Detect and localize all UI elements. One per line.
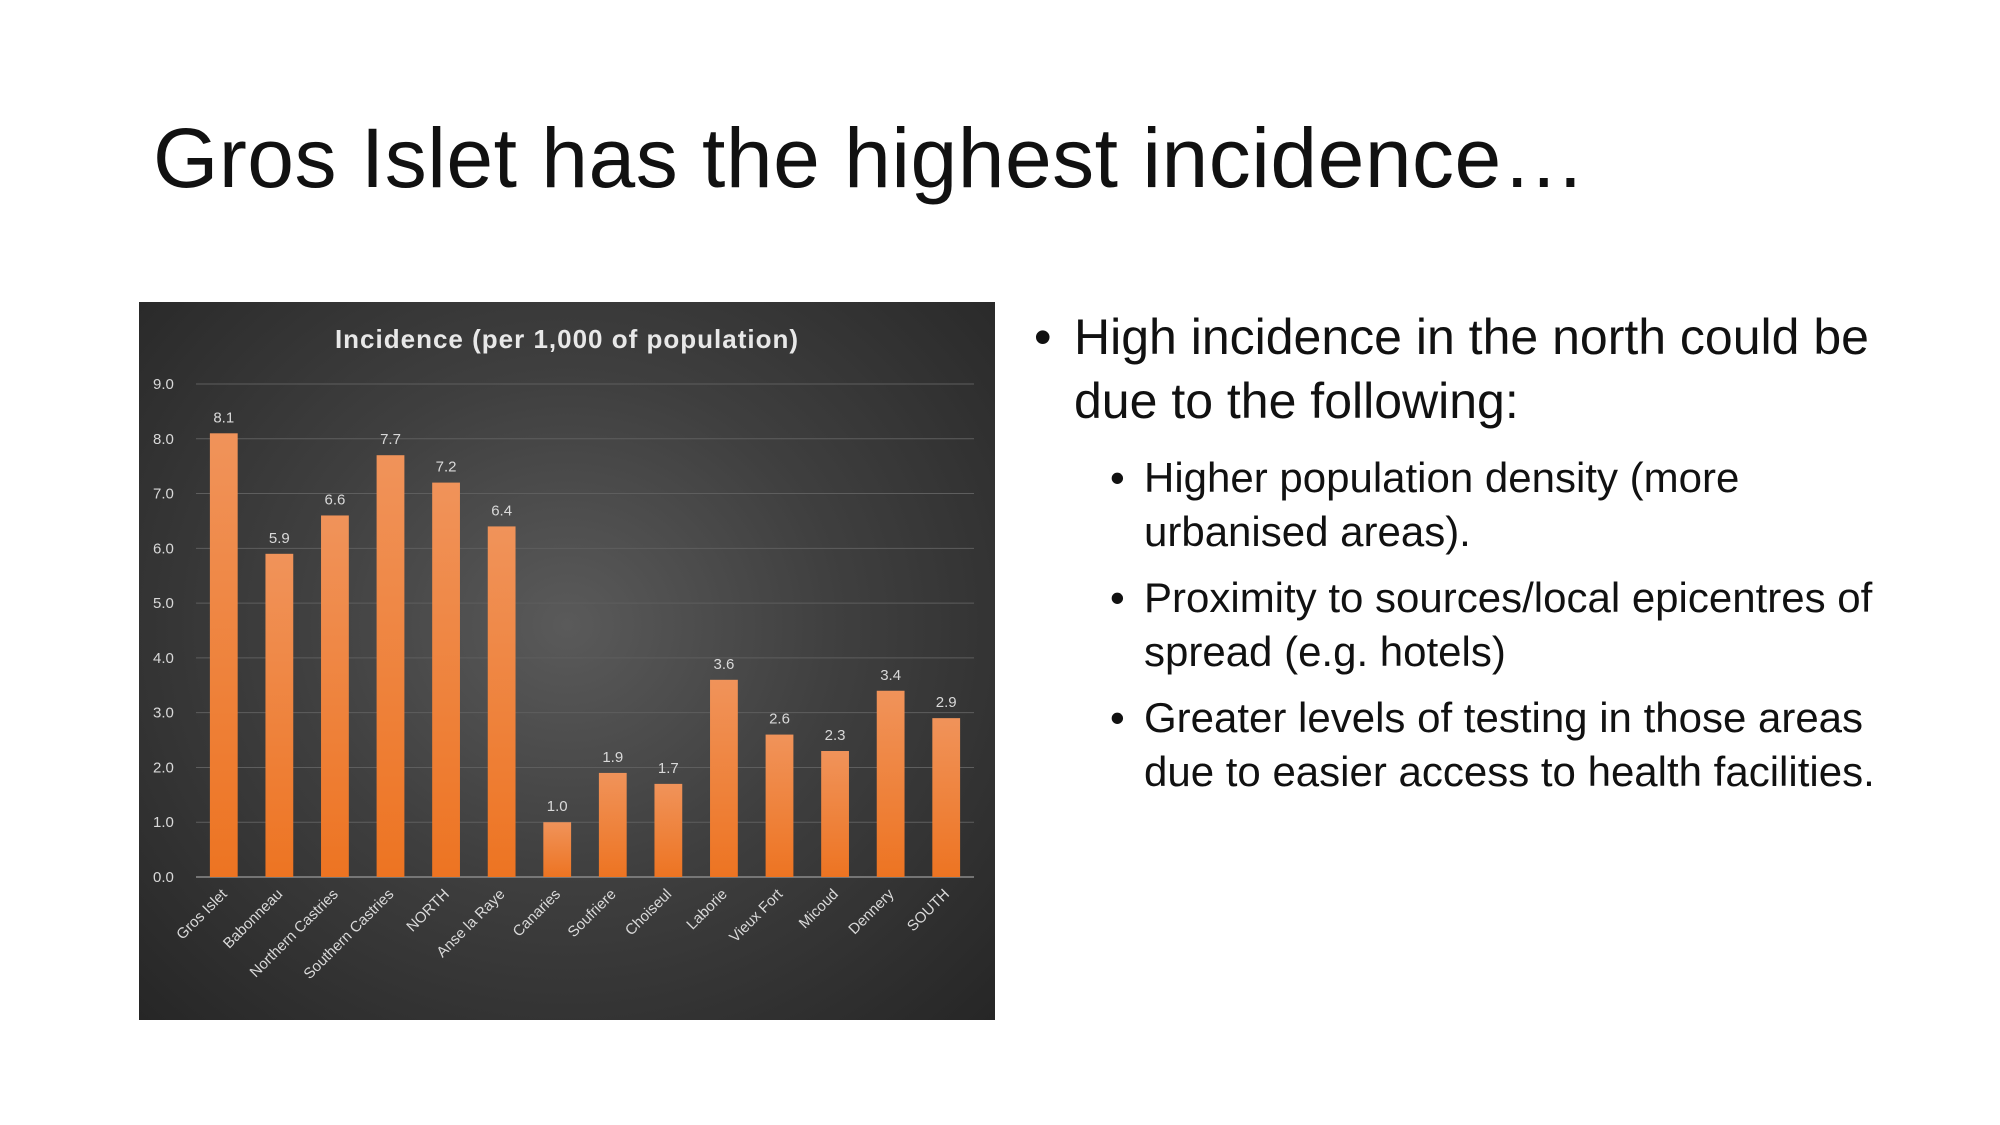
bar [654, 783, 683, 877]
y-tick-label: 6.0 [153, 540, 174, 557]
data-label: 1.0 [547, 798, 568, 815]
bar [543, 822, 572, 877]
x-tick-label: Choiseul [622, 886, 675, 939]
y-tick-label: 8.0 [153, 431, 174, 448]
sub-bullet-text: Higher population density (more urbanise… [1144, 454, 1740, 555]
bar [321, 515, 349, 877]
y-tick-label: 1.0 [153, 814, 174, 831]
sub-bullet: • Higher population density (more urbani… [1106, 451, 1930, 559]
data-label: 2.3 [825, 727, 846, 744]
bar [376, 455, 405, 877]
sub-bullet: • Proximity to sources/local epicentres … [1106, 571, 1930, 679]
bullet-dot-icon: • [1110, 574, 1125, 621]
bullet-dot-icon: • [1034, 309, 1052, 365]
y-tick-label: 5.0 [153, 595, 174, 612]
bar [710, 679, 738, 877]
data-label: 5.9 [269, 530, 290, 547]
bar [876, 690, 905, 877]
x-tick-label: NORTH [403, 886, 453, 936]
bar [821, 751, 849, 877]
sub-bullet-text: Greater levels of testing in those areas… [1144, 694, 1875, 795]
main-bullet-text: High incidence in the north could be due… [1074, 309, 1869, 429]
sub-bullet: • Greater levels of testing in those are… [1106, 691, 1930, 799]
data-label: 3.4 [880, 667, 901, 684]
slide-title: Gros Islet has the highest incidence… [153, 111, 1587, 205]
y-tick-label: 9.0 [153, 376, 174, 393]
x-tick-label: Vieux Fort [726, 885, 787, 946]
chart-panel: Incidence (per 1,000 of population) 8.1 5… [139, 302, 995, 1020]
x-tick-label: Laborie [683, 886, 730, 933]
data-label: 8.1 [213, 409, 234, 426]
x-tick-label: SOUTH [904, 886, 953, 935]
bullet-dot-icon: • [1110, 694, 1125, 741]
data-label: 2.9 [936, 694, 957, 711]
data-label: 7.7 [380, 431, 401, 448]
x-tick-label: Gros Islet [173, 885, 231, 943]
bar [209, 433, 238, 877]
bar [765, 734, 794, 877]
y-tick-label: 4.0 [153, 650, 174, 667]
y-tick-label: 0.0 [153, 869, 174, 886]
data-label: 6.6 [324, 491, 345, 508]
chart-title: Incidence (per 1,000 of population) [335, 324, 799, 354]
bar [432, 482, 460, 877]
bullet-dot-icon: • [1110, 454, 1125, 501]
sub-bullet-text: Proximity to sources/local epicentres of… [1144, 574, 1873, 675]
y-tick-label: 2.0 [153, 759, 174, 776]
bullet-list: • High incidence in the north could be d… [1030, 305, 1930, 811]
y-tick-label: 3.0 [153, 705, 174, 722]
bar [265, 553, 294, 877]
sub-bullet-list: • Higher population density (more urbani… [1106, 451, 1930, 799]
x-tick-label: Soufriere [565, 886, 620, 941]
main-bullet: • High incidence in the north could be d… [1030, 305, 1930, 433]
x-tick-label: Micoud [796, 886, 842, 932]
bar [487, 526, 516, 877]
x-tick-label: Canaries [510, 886, 564, 940]
incidence-bar-chart: Incidence (per 1,000 of population) 8.1 5… [153, 324, 974, 983]
x-tick-label: Dennery [845, 885, 897, 937]
data-label: 2.6 [769, 711, 790, 728]
data-label: 1.7 [658, 760, 679, 777]
data-label: 1.9 [602, 749, 623, 766]
bar [598, 772, 627, 877]
data-label: 3.6 [713, 656, 734, 673]
data-label: 7.2 [436, 459, 457, 476]
y-tick-label: 7.0 [153, 486, 174, 503]
data-label: 6.4 [491, 502, 512, 519]
bar [932, 718, 961, 877]
